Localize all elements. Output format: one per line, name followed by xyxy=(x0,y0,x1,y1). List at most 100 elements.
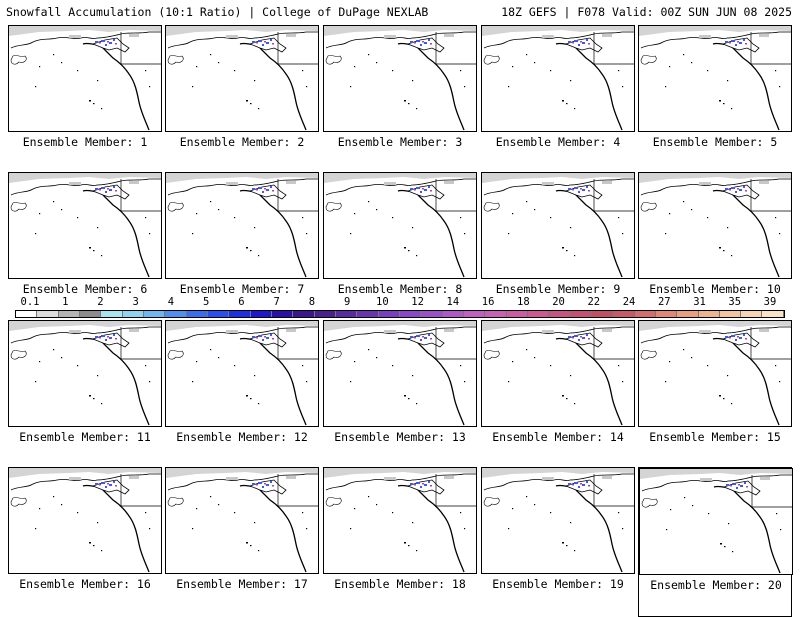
colorbar-tick-label: 1 xyxy=(62,296,69,308)
snowfall-map xyxy=(481,25,635,132)
colorbar-swatch xyxy=(378,311,400,317)
snowfall-map xyxy=(481,172,635,279)
colorbar-swatch xyxy=(634,311,656,317)
snowfall-map xyxy=(165,467,319,574)
ensemble-member-label: Ensemble Member: 7 xyxy=(179,282,305,296)
ensemble-member-label: Ensemble Member: 18 xyxy=(334,577,466,591)
ensemble-member-label: Ensemble Member: 6 xyxy=(22,282,148,296)
colorbar-swatch xyxy=(442,311,464,317)
ensemble-member-label: Ensemble Member: 5 xyxy=(652,135,778,149)
colorbar-swatch xyxy=(79,311,102,317)
colorbar-tick-label: 4 xyxy=(167,296,175,308)
ensemble-member-panel[interactable]: Ensemble Member: 3 xyxy=(323,25,477,175)
ensemble-member-panel[interactable]: Ensemble Member: 11 xyxy=(8,320,162,470)
colorbar-tick-label: 7 xyxy=(273,296,280,308)
colorbar-tick-label: 24 xyxy=(622,296,636,308)
colorbar-tick-label: 20 xyxy=(552,296,565,308)
ensemble-member-panel[interactable]: Ensemble Member: 17 xyxy=(165,467,319,617)
colorbar-tick-label: 27 xyxy=(657,296,671,308)
snowfall-map xyxy=(8,320,162,427)
map-title: Snowfall Accumulation (10:1 Ratio) | Col… xyxy=(6,5,429,19)
ensemble-member-label: Ensemble Member: 14 xyxy=(492,430,624,444)
snowfall-map xyxy=(8,25,162,132)
colorbar-swatch xyxy=(58,311,80,317)
ensemble-member-label: Ensemble Member: 4 xyxy=(495,135,621,149)
ensemble-member-panel[interactable]: Ensemble Member: 6 xyxy=(8,172,162,322)
ensemble-member-label: Ensemble Member: 2 xyxy=(179,135,305,149)
colorbar-swatch xyxy=(293,311,315,317)
colorbar-swatch xyxy=(741,311,763,317)
colorbar-swatch xyxy=(698,311,720,317)
ensemble-member-panel[interactable]: Ensemble Member: 4 xyxy=(481,25,635,175)
ensemble-member-panel[interactable]: Ensemble Member: 14 xyxy=(481,320,635,470)
colorbar-swatch xyxy=(101,311,123,317)
ensemble-member-panel[interactable]: Ensemble Member: 18 xyxy=(323,467,477,617)
colorbar-tick-label: 2 xyxy=(97,296,104,308)
colorbar-swatch xyxy=(399,311,422,317)
colorbar-swatch xyxy=(677,311,699,317)
colorbar-swatch xyxy=(207,311,230,317)
ensemble-member-panel[interactable]: Ensemble Member: 12 xyxy=(165,320,319,470)
colorbar-tick-label: 10 xyxy=(376,296,389,308)
colorbar-swatch xyxy=(421,311,443,317)
ensemble-member-label: Ensemble Member: 1 xyxy=(22,135,148,149)
ensemble-member-label: Ensemble Member: 19 xyxy=(492,577,624,591)
ensemble-member-panel[interactable]: Ensemble Member: 1 xyxy=(8,25,162,175)
colorbar-swatch xyxy=(527,311,550,317)
colorbar-swatch xyxy=(463,311,486,317)
snowfall-map xyxy=(8,172,162,279)
snowfall-colorbar xyxy=(15,310,785,318)
ensemble-member-panel[interactable]: Ensemble Member: 7 xyxy=(165,172,319,322)
colorbar-tick-label: 5 xyxy=(203,296,210,308)
ensemble-member-panel[interactable]: Ensemble Member: 9 xyxy=(481,172,635,322)
snowfall-map xyxy=(638,320,792,427)
colorbar-swatch xyxy=(165,311,187,317)
colorbar-swatch xyxy=(143,311,166,317)
colorbar-tick-label: 16 xyxy=(481,296,495,308)
ensemble-member-label: Ensemble Member: 12 xyxy=(176,430,308,444)
colorbar-swatch xyxy=(37,311,59,317)
colorbar-swatch xyxy=(570,311,592,317)
ensemble-member-label: Ensemble Member: 10 xyxy=(649,282,781,296)
colorbar-swatch xyxy=(122,311,144,317)
colorbar-swatch xyxy=(271,311,294,317)
ensemble-member-panel[interactable]: Ensemble Member: 19 xyxy=(481,467,635,617)
snowfall-map xyxy=(638,172,792,279)
colorbar-swatch xyxy=(506,311,528,317)
ensemble-member-panel[interactable]: Ensemble Member: 16 xyxy=(8,467,162,617)
ensemble-member-label: Ensemble Member: 3 xyxy=(337,135,463,149)
ensemble-member-label: Ensemble Member: 9 xyxy=(495,282,621,296)
ensemble-member-label: Ensemble Member: 15 xyxy=(649,430,781,444)
snowfall-map xyxy=(638,25,792,132)
colorbar-swatch xyxy=(16,311,38,317)
snowfall-map xyxy=(323,172,477,279)
ensemble-member-label: Ensemble Member: 13 xyxy=(334,430,466,444)
colorbar-swatch xyxy=(591,311,614,317)
ensemble-member-panel[interactable]: Ensemble Member: 13 xyxy=(323,320,477,470)
snowfall-map xyxy=(481,320,635,427)
snowfall-map xyxy=(165,320,319,427)
colorbar-swatch xyxy=(186,311,208,317)
colorbar-swatch xyxy=(314,311,336,317)
colorbar-tick-label: 3 xyxy=(132,296,139,308)
colorbar-tick-label: 12 xyxy=(411,296,424,308)
ensemble-member-label: Ensemble Member: 17 xyxy=(176,577,308,591)
ensemble-member-label: Ensemble Member: 11 xyxy=(19,430,151,444)
ensemble-member-panel[interactable]: Ensemble Member: 15 xyxy=(638,320,792,470)
colorbar-tick-label: 14 xyxy=(446,296,460,308)
colorbar-swatch xyxy=(719,311,742,317)
colorbar-tick-label: 9 xyxy=(343,296,351,308)
ensemble-member-label: Ensemble Member: 20 xyxy=(650,578,782,592)
colorbar-swatch xyxy=(485,311,507,317)
ensemble-member-panel[interactable]: Ensemble Member: 5 xyxy=(638,25,792,175)
ensemble-member-panel[interactable]: Ensemble Member: 20 xyxy=(638,467,793,617)
snowfall-map xyxy=(8,467,162,574)
colorbar-tick-label: 18 xyxy=(517,296,530,308)
colorbar-swatch xyxy=(229,311,251,317)
ensemble-member-panel[interactable]: Ensemble Member: 2 xyxy=(165,25,319,175)
colorbar-swatch xyxy=(335,311,358,317)
ensemble-member-panel[interactable]: Ensemble Member: 8 xyxy=(323,172,477,322)
ensemble-member-panel[interactable]: Ensemble Member: 10 xyxy=(638,172,792,322)
snowfall-map xyxy=(165,25,319,132)
colorbar-swatch xyxy=(655,311,678,317)
